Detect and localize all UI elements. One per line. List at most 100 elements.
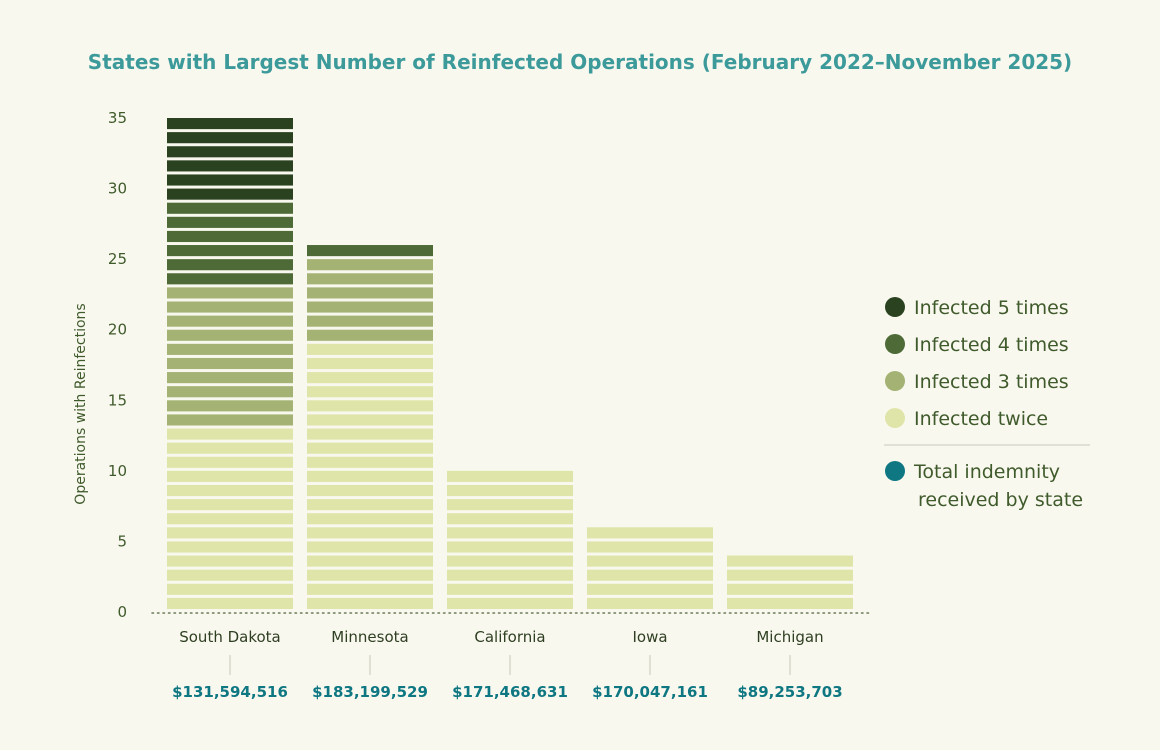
bar-segment [167,245,293,257]
bar-segment [167,174,293,186]
bar-segment [307,372,433,384]
bar-segment [447,470,573,482]
bar-segment [307,499,433,511]
bar-stack-south-dakota [167,118,293,609]
bar-segment [447,513,573,525]
legend-swatch [885,297,905,317]
bar-stack-michigan [727,555,853,609]
indemnity-value: $171,468,631 [452,683,568,701]
y-axis-label: Operations with Reinfections [73,303,89,504]
bar-segment [447,583,573,595]
bar-segment [307,400,433,412]
bar-segment [307,386,433,398]
bar-segment [307,245,433,257]
legend-label-indemnity-line2: received by state [918,489,1083,511]
bar-segment [167,400,293,412]
legend-label-indemnity: Total indemnity [913,461,1060,483]
bar-segment [307,287,433,299]
legend-label: Infected 5 times [914,297,1069,319]
bar-segment [307,583,433,595]
chart-title: States with Largest Number of Reinfected… [88,50,1072,74]
bar-segment [307,442,433,454]
legend-swatch-indemnity [885,461,905,481]
bar-segment [307,273,433,285]
y-tick-label: 30 [108,180,127,198]
bar-stack-california [447,470,573,609]
bar-segment [587,541,713,553]
bar-segment [447,541,573,553]
y-tick-label: 0 [117,603,127,621]
bar-segment [307,456,433,468]
bar-stack-minnesota [307,245,433,609]
legend-label: Infected twice [914,408,1048,430]
indemnity-value: $183,199,529 [312,683,428,701]
bar-segment [167,230,293,243]
bar-segment [167,146,293,158]
bar-segment [167,118,293,130]
bar-segment [167,484,293,497]
bar-segment [587,527,713,539]
bar-segment [167,343,293,355]
bar-segment [307,541,433,553]
bar-segment [167,259,293,271]
y-tick-label: 25 [108,250,127,268]
legend-label: Infected 3 times [914,371,1069,393]
bar-segment [307,414,433,426]
bar-segment [727,597,853,609]
bar-segment [307,428,433,440]
bar-segment [587,569,713,581]
category-label: Minnesota [331,628,408,646]
bar-segment [167,513,293,525]
bar-segment [167,583,293,595]
bar-segment [167,442,293,454]
bar-segment [167,456,293,468]
bar-segment [167,202,293,214]
bar-segment [167,160,293,172]
bar-segment [447,499,573,511]
category-label: Michigan [756,628,823,646]
y-tick-label: 15 [108,391,127,409]
bar-stack-iowa [587,527,713,609]
bar-segment [167,555,293,567]
bar-segment [167,470,293,482]
legend-label: Infected 4 times [914,334,1069,356]
bar-segment [447,569,573,581]
indemnity-value: $131,594,516 [172,683,288,701]
bar-segment [167,386,293,398]
bar-segment [167,188,293,200]
bar-segment [307,301,433,313]
bar-segment [447,527,573,539]
bar-segment [307,357,433,370]
bar-segment [167,357,293,370]
bar-segment [307,513,433,525]
bar-segment [307,597,433,609]
bar-segment [307,470,433,482]
legend-swatch [885,408,905,428]
bar-segment [587,555,713,567]
bar-segment [167,541,293,553]
bar-segment [167,499,293,511]
legend: Infected 5 times Infected 4 times Infected… [884,297,1090,511]
bar-segment [447,555,573,567]
bar-segment [727,555,853,567]
bar-segment [167,428,293,440]
bar-segment [727,583,853,595]
legend-swatch [885,334,905,354]
bar-segment [167,216,293,228]
bar-segment [167,287,293,299]
bar-segment [727,569,853,581]
bar-segment [167,527,293,539]
bar-segment [587,583,713,595]
y-tick-label: 5 [117,532,127,550]
category-label: Iowa [632,628,667,646]
indemnity-value: $89,253,703 [737,683,842,701]
bar-segment [167,132,293,144]
bar-segment [167,597,293,609]
bar-segment [307,569,433,581]
bar-segment [307,343,433,355]
bar-segment [447,484,573,497]
y-tick-label: 10 [108,462,127,480]
bar-segment [447,597,573,609]
bar-segment [167,414,293,426]
